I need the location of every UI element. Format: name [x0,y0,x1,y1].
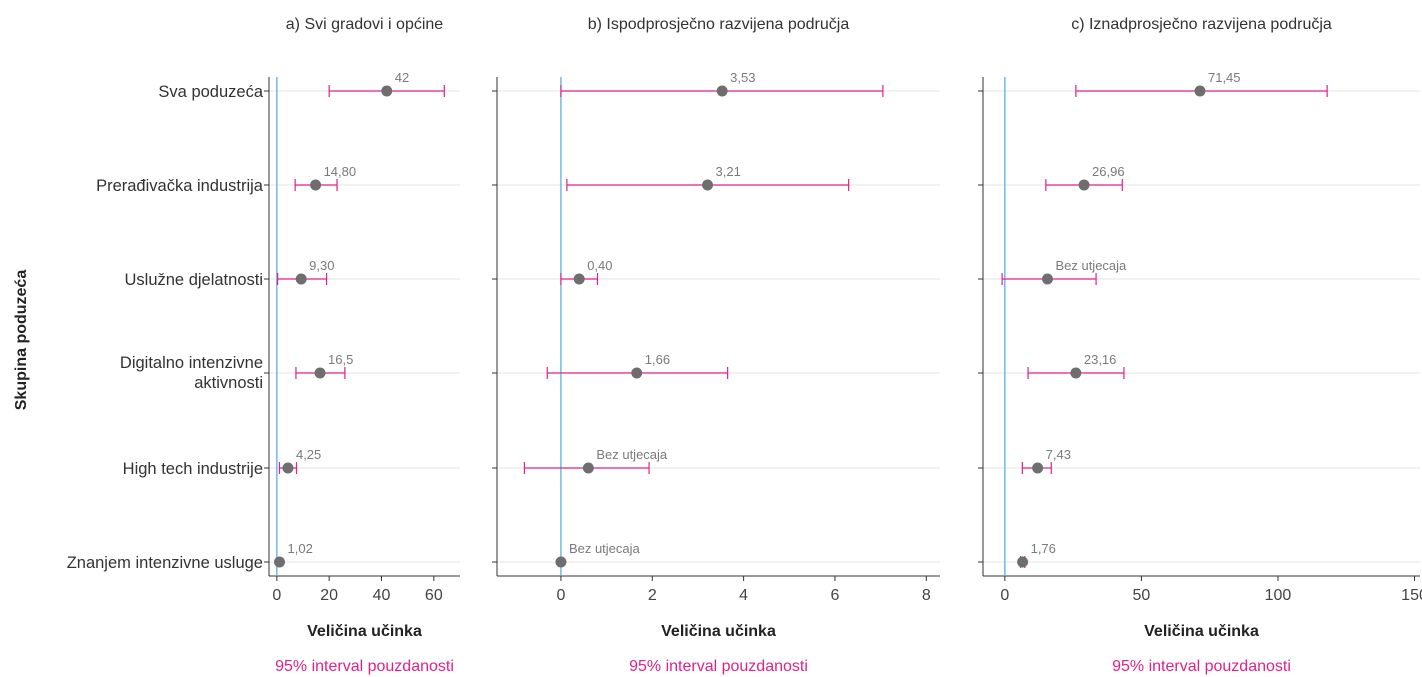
data-label: 42 [395,70,409,85]
x-tick-label: 2 [648,587,657,604]
point-estimate [582,462,594,474]
ci-caption: 95% interval pouzdanosti [629,658,808,675]
panel-2: b) Ispodprosječno razvijena područja 0 2 4 6… [492,16,940,675]
category-label: Sva poduzeća [158,83,263,101]
x-tick-label: 4 [739,587,748,604]
point-estimate [702,179,714,191]
x-tick-label: 20 [320,587,338,604]
point-estimate [295,273,307,285]
point-estimate [274,556,286,568]
data-label: 0,40 [587,258,612,273]
data-label: 1,66 [645,352,670,367]
point-estimate [631,367,643,379]
data-label: 71,45 [1208,70,1241,85]
data-label: 23,16 [1084,352,1117,367]
category-label: Uslužne djelatnosti [125,271,264,289]
point-estimate [1032,462,1044,474]
x-tick-label: 0 [556,587,565,604]
category-label: High tech industrije [123,460,263,478]
data-label: Bez utjecaja [596,447,668,462]
data-label: 3,21 [716,164,741,179]
point-estimate [1078,179,1090,191]
point-estimate [314,367,326,379]
data-label: 7,43 [1046,447,1071,462]
panel-title: b) Ispodprosječno razvijena područja [588,16,850,33]
point-estimate [573,273,585,285]
point-estimate [310,179,322,191]
x-tick-label: 0 [272,587,281,604]
point-estimate [381,85,393,97]
point-estimate [716,85,728,97]
data-label: 1,76 [1031,541,1056,556]
ci-caption: 95% interval pouzdanosti [1112,658,1291,675]
data-label: Bez utjecaja [569,541,641,556]
x-tick-label: 0 [1000,587,1009,604]
data-label: 9,30 [309,258,334,273]
ci-caption: 95% interval pouzdanosti [275,658,454,675]
x-tick-label: 8 [922,587,931,604]
point-estimate [1070,367,1082,379]
data-label: Bez utjecaja [1055,258,1127,273]
data-label: 1,02 [288,541,313,556]
category-label: Znanjem intenzivne usluge [67,554,263,572]
x-tick-label: 6 [831,587,840,604]
panel-title: c) Iznadprosječno razvijena područja [1071,16,1332,33]
y-axis-title: Skupina poduzeća [13,270,30,411]
x-axis-title: Veličina učinka [1144,623,1259,640]
point-estimate [282,462,294,474]
x-tick-label: 60 [425,587,443,604]
data-label: 14,80 [324,164,357,179]
point-estimate [1194,85,1206,97]
x-tick-label: 150 [1401,587,1422,604]
point-estimate [555,556,567,568]
x-axis-title: Veličina učinka [661,623,776,640]
category-labels: Sva poduzeća Prerađivačka industrija Usluž… [67,83,264,572]
category-label: Prerađivačka industrija [96,177,264,195]
panel-title: a) Svi gradovi i općine [286,16,444,33]
data-label: 3,53 [730,70,755,85]
panel-1: a) Svi gradovi i općine 0 20 40 60 42 14,80 9,3… [264,16,460,675]
x-tick-label: 100 [1265,587,1292,604]
x-tick-label: 50 [1133,587,1151,604]
data-label: 4,25 [296,447,321,462]
data-label: 16,5 [328,352,353,367]
data-label: 26,96 [1092,164,1125,179]
point-estimate [1017,556,1029,568]
point-estimate [1041,273,1053,285]
x-tick-label: 40 [373,587,391,604]
category-label: Digitalno intenzivne aktivnosti [120,354,263,392]
panel-3: c) Iznadprosječno razvijena područja 0 50 1… [978,16,1422,675]
x-axis-title: Veličina učinka [307,623,422,640]
